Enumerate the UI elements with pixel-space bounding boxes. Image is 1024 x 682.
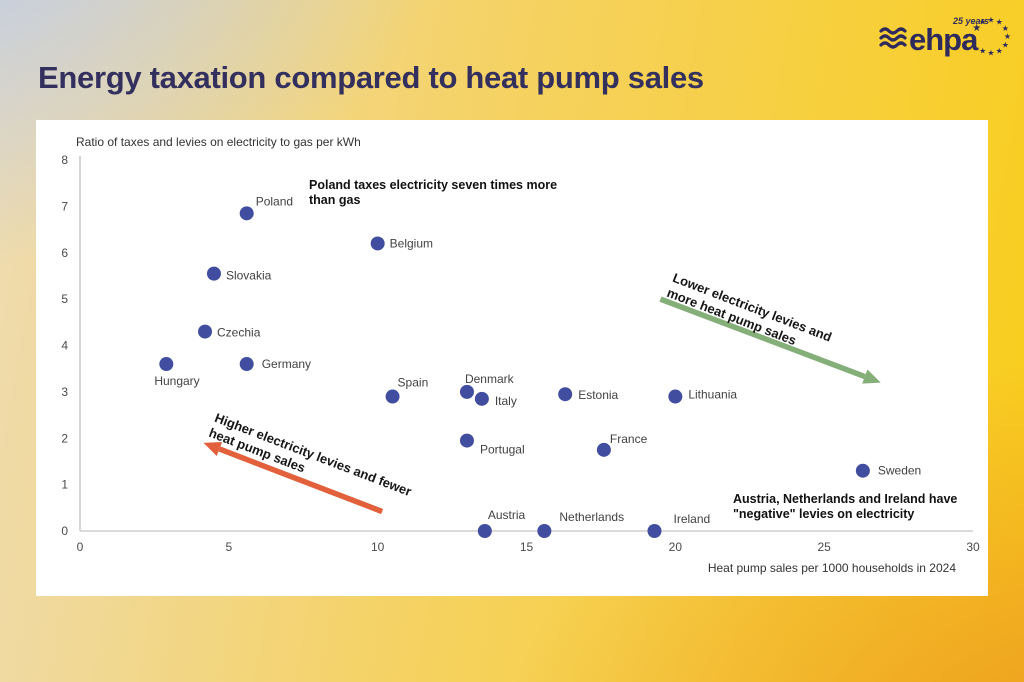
note-negative-levies: Austria, Netherlands and Ireland have "n… bbox=[733, 492, 958, 521]
eu-stars-icon: ★★ ★ ★★★★★★★ bbox=[972, 16, 1011, 58]
x-tick-label: 0 bbox=[77, 540, 84, 554]
y-tick-label: 7 bbox=[61, 199, 68, 213]
data-point-ireland bbox=[647, 524, 662, 538]
x-tick-label: 30 bbox=[966, 540, 980, 554]
data-point-lithuania bbox=[668, 389, 683, 404]
logo-anniversary: 25 years bbox=[952, 16, 989, 26]
data-point-sweden bbox=[855, 463, 870, 478]
y-tick-label: 5 bbox=[61, 292, 68, 306]
eu-star-icon: ★ bbox=[1004, 32, 1011, 41]
data-point-label: Austria bbox=[488, 508, 526, 522]
eu-star-icon: ★ bbox=[996, 18, 1003, 27]
y-axis-title: Ratio of taxes and levies on electricity… bbox=[76, 135, 361, 149]
page-title: Energy taxation compared to heat pump sa… bbox=[38, 60, 704, 95]
data-point-austria bbox=[477, 524, 492, 538]
data-point-label: Belgium bbox=[390, 236, 433, 250]
y-tick-label: 8 bbox=[61, 153, 68, 167]
data-point-label: Sweden bbox=[878, 464, 921, 478]
eu-star-icon: ★ bbox=[987, 16, 994, 25]
trend-arrow-shaft-lower-levies-more-sales bbox=[659, 296, 866, 380]
eu-star-icon: ★ bbox=[979, 18, 986, 27]
data-point-label: Spain bbox=[398, 376, 429, 390]
y-tick-label: 0 bbox=[61, 524, 68, 538]
eu-star-icon: ★ bbox=[987, 49, 994, 58]
x-axis-title: Heat pump sales per 1000 households in 2… bbox=[708, 561, 957, 575]
y-tick-label: 1 bbox=[61, 478, 68, 492]
data-point-belgium bbox=[370, 236, 385, 251]
data-point-label: Estonia bbox=[578, 388, 618, 402]
x-tick-label: 15 bbox=[520, 540, 534, 554]
y-tick-label: 6 bbox=[61, 246, 68, 260]
data-point-label: Czechia bbox=[217, 326, 261, 340]
data-point-label: Poland bbox=[256, 194, 293, 208]
chart-panel: Ratio of taxes and levies on electricity… bbox=[36, 120, 988, 596]
data-point-poland bbox=[239, 206, 254, 221]
data-point-slovakia bbox=[206, 266, 221, 281]
ehpa-logo: ehpa 25 years ★★ ★ ★★★★★★★ bbox=[879, 16, 1011, 58]
note-poland-taxes: Poland taxes electricity seven times mor… bbox=[309, 178, 558, 207]
data-point-germany bbox=[239, 357, 254, 372]
eu-star-icon: ★ bbox=[996, 46, 1003, 55]
data-point-france bbox=[596, 442, 611, 457]
data-point-spain bbox=[385, 389, 400, 404]
data-point-italy bbox=[474, 391, 489, 406]
data-point-czechia bbox=[198, 324, 213, 339]
wave-icon bbox=[879, 27, 907, 49]
x-tick-label: 25 bbox=[817, 540, 831, 554]
data-point-label: Germany bbox=[262, 357, 311, 371]
trend-arrow-shaft-higher-levies-fewer-sales bbox=[218, 446, 384, 515]
eu-star-icon: ★ bbox=[972, 23, 981, 34]
data-point-label: Netherlands bbox=[559, 510, 624, 524]
trend-arrow-head-higher-levies-fewer-sales bbox=[203, 441, 223, 456]
data-point-label: Hungary bbox=[154, 374, 199, 388]
data-point-label: Denmark bbox=[465, 372, 515, 386]
trend-arrow-head-lower-levies-more-sales bbox=[862, 369, 881, 384]
eu-star-icon: ★ bbox=[1002, 40, 1009, 49]
x-tick-label: 5 bbox=[225, 540, 232, 554]
data-point-label: Slovakia bbox=[226, 269, 272, 283]
data-point-label: Portugal bbox=[480, 443, 525, 457]
data-point-hungary bbox=[159, 357, 174, 372]
eu-star-icon: ★ bbox=[979, 46, 986, 55]
data-point-label: France bbox=[610, 432, 648, 446]
data-point-denmark bbox=[459, 384, 474, 399]
data-point-estonia bbox=[558, 387, 573, 402]
y-tick-label: 2 bbox=[61, 431, 68, 445]
x-tick-label: 10 bbox=[371, 540, 385, 554]
data-point-netherlands bbox=[537, 524, 552, 538]
data-point-label: Ireland bbox=[673, 512, 710, 526]
y-tick-label: 4 bbox=[61, 339, 68, 353]
data-point-portugal bbox=[459, 433, 474, 448]
y-tick-label: 3 bbox=[61, 385, 68, 399]
logo-brand: ehpa bbox=[909, 22, 979, 57]
data-point-label: Italy bbox=[495, 394, 517, 408]
x-tick-label: 20 bbox=[669, 540, 683, 554]
eu-star-icon: ★ bbox=[1002, 24, 1009, 33]
scatter-plot: 0 1 2 3 4 5 6 7 8 0 5 10 15 20 25 30 Heat pump sales per… bbox=[61, 153, 980, 575]
data-point-label: Lithuania bbox=[688, 388, 737, 402]
